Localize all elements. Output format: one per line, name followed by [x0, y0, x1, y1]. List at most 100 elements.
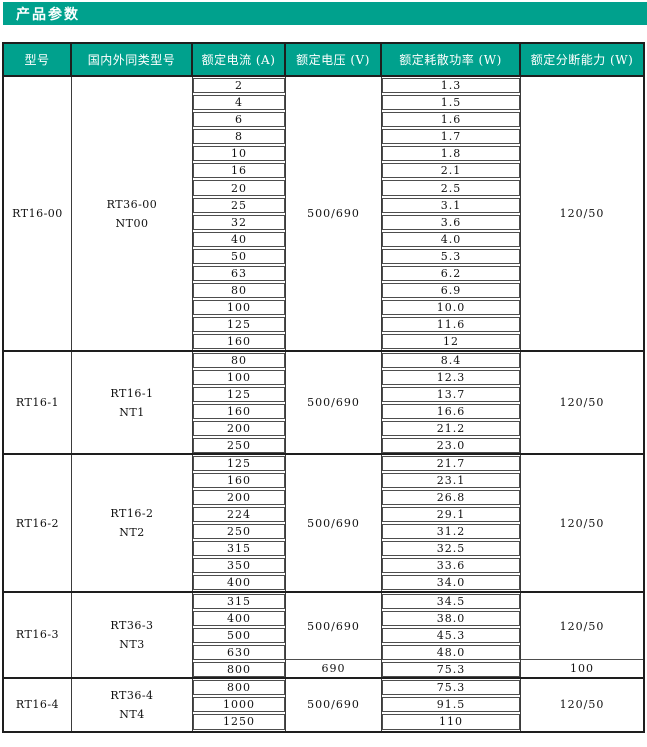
power-cell: 3.6 — [382, 214, 520, 230]
current-cell: 800 — [193, 661, 285, 677]
current-cell: 400 — [193, 575, 285, 591]
current-cell: 200 — [193, 490, 285, 506]
current-cell: 100 — [193, 370, 285, 386]
equivalent-text: NT2 — [119, 526, 145, 540]
equivalent-text: RT36-00 — [106, 197, 158, 211]
model-text: RT16-4 — [15, 698, 60, 712]
column-header-equivalent: 国内外同类型号 — [72, 44, 193, 75]
current-column: 2 4 6 8 10 16 20 25 32 40 50 63 80 100 125 160 — [193, 77, 286, 351]
product-params-table: 型号 国内外同类型号 额定电流 (A) 额定电压 (V) 额定耗散功率 (W) … — [2, 42, 645, 733]
power-cell: 29.1 — [382, 507, 520, 523]
current-cell: 125 — [193, 317, 285, 333]
equivalent-cell: RT16-2 NT2 — [72, 455, 193, 591]
power-cell: 11.6 — [382, 317, 520, 333]
current-cell: 200 — [193, 421, 285, 437]
voltage-column: 500/690 — [286, 455, 382, 591]
current-cell: 10 — [193, 146, 285, 162]
power-cell: 5.3 — [382, 248, 520, 264]
voltage-cell: 690 — [286, 659, 381, 677]
current-cell: 250 — [193, 524, 285, 540]
current-cell: 63 — [193, 265, 285, 281]
current-cell: 32 — [193, 214, 285, 230]
model-text: RT16-00 — [12, 207, 63, 221]
equivalent-text: NT1 — [119, 405, 145, 419]
current-cell: 125 — [193, 456, 285, 472]
power-cell: 75.3 — [382, 679, 520, 696]
current-cell: 315 — [193, 541, 285, 557]
table-body: RT16-00 RT36-00 NT00 2 4 6 8 10 16 20 25 32 40 50 63 80… — [4, 77, 643, 731]
power-cell: 12 — [382, 334, 520, 350]
voltage-column: 500/690 — [286, 77, 382, 351]
current-cell: 224 — [193, 507, 285, 523]
equivalent-cell: RT36-00 NT00 — [72, 77, 193, 351]
current-cell: 350 — [193, 558, 285, 574]
current-cell: 100 — [193, 300, 285, 316]
breaking-cell: 120/50 — [559, 516, 605, 530]
voltage-cell: 500/690 — [307, 516, 360, 530]
equivalent-text: RT16-2 — [110, 507, 154, 521]
equivalent-text: NT3 — [119, 637, 145, 651]
equivalent-text: RT16-1 — [110, 386, 154, 400]
power-cell: 3.1 — [382, 197, 520, 213]
column-header-breaking: 额定分断能力 (W) — [530, 53, 634, 67]
current-cell: 50 — [193, 248, 285, 264]
power-cell: 33.6 — [382, 558, 520, 574]
equivalent-cell: RT16-1 NT1 — [72, 352, 193, 454]
current-column: 125 160 200 224 250 315 350 400 — [193, 455, 286, 591]
power-cell: 2.5 — [382, 180, 520, 196]
equivalent-cell: RT36-4 NT4 — [72, 678, 193, 731]
power-cell: 34.5 — [382, 593, 520, 609]
power-column: 75.3 91.5 110 — [382, 678, 521, 731]
equivalent-text: RT36-4 — [110, 688, 154, 702]
page-title-banner: 产品参数 — [3, 2, 647, 25]
breaking-cell: 120/50 — [559, 619, 605, 633]
model-text: RT16-3 — [15, 628, 60, 642]
power-cell: 110 — [382, 714, 520, 730]
power-cell: 26.8 — [382, 490, 520, 506]
current-cell: 630 — [193, 644, 285, 660]
power-cell: 1.3 — [382, 78, 520, 94]
power-cell: 23.0 — [382, 438, 520, 454]
power-column: 1.3 1.5 1.6 1.7 1.8 2.1 2.5 3.1 3.6 4.0 5.3 6.2 6.9 1… — [382, 77, 521, 351]
voltage-cell: 500/690 — [307, 396, 360, 410]
power-cell: 23.1 — [382, 473, 520, 489]
current-column: 315 400 500 630 800 — [193, 592, 286, 677]
breaking-column: 120/50 — [521, 455, 643, 591]
current-cell: 125 — [193, 387, 285, 403]
table-group: RT16-3 RT36-3 NT3 315 400 500 630 800 500/690 690… — [4, 592, 643, 679]
current-cell: 6 — [193, 112, 285, 128]
power-cell: 8.4 — [382, 353, 520, 369]
current-cell: 4 — [193, 95, 285, 111]
current-cell: 16 — [193, 163, 285, 179]
power-cell: 1.5 — [382, 95, 520, 111]
column-header-voltage: 额定电压 (V) — [286, 44, 382, 75]
breaking-cell: 120/50 — [559, 396, 605, 410]
equivalent-text: NT4 — [119, 707, 145, 721]
breaking-cell: 120/50 — [559, 698, 605, 712]
current-cell: 400 — [193, 610, 285, 626]
model-cell: RT16-1 — [4, 352, 72, 454]
model-text: RT16-1 — [15, 396, 60, 410]
table-group: RT16-1 RT16-1 NT1 80 100 125 160 200 250 500/690 8… — [4, 352, 643, 456]
table-group: RT16-2 RT16-2 NT2 125 160 200 224 250 315 350 400 5… — [4, 455, 643, 593]
power-column: 21.7 23.1 26.8 29.1 31.2 32.5 33.6 34.0 — [382, 455, 521, 591]
current-cell: 160 — [193, 473, 285, 489]
model-cell: RT16-00 — [4, 77, 72, 351]
voltage-column: 500/690 — [286, 678, 382, 731]
power-cell: 16.6 — [382, 404, 520, 420]
model-cell: RT16-4 — [4, 678, 72, 731]
current-cell: 160 — [193, 404, 285, 420]
current-cell: 25 — [193, 197, 285, 213]
column-header-current: 额定电流 (A) — [193, 44, 286, 75]
power-cell: 34.0 — [382, 575, 520, 591]
power-cell: 48.0 — [382, 644, 520, 660]
current-column: 800 1000 1250 — [193, 678, 286, 731]
page: 产品参数 型号 国内外同类型号 额定电流 (A) 额定电压 (V) 额定耗散功率… — [0, 2, 647, 733]
current-cell: 160 — [193, 334, 285, 350]
current-cell: 40 — [193, 231, 285, 247]
voltage-column: 500/690 — [286, 352, 382, 454]
breaking-cell: 120/50 — [559, 207, 605, 221]
power-cell: 2.1 — [382, 163, 520, 179]
column-header-model: 型号 — [4, 44, 72, 75]
current-cell: 1000 — [193, 697, 285, 713]
